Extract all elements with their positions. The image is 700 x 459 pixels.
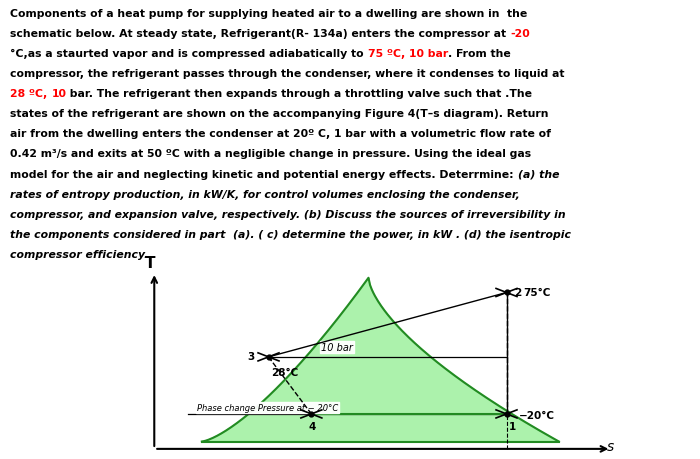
- Text: 75°C: 75°C: [523, 287, 551, 297]
- Text: rates of entropy production, in kW/K, for control volumes enclosing the condense: rates of entropy production, in kW/K, fo…: [10, 189, 520, 199]
- Text: 2: 2: [514, 287, 521, 297]
- Text: Phase change Pressure at − 20°C: Phase change Pressure at − 20°C: [197, 403, 338, 412]
- Text: −20°C: −20°C: [519, 410, 554, 420]
- Text: model for the air and neglecting kinetic and potential energy effects. Deterrmin: model for the air and neglecting kinetic…: [10, 169, 518, 179]
- Text: Components of a heat pump for supplying heated air to a dwelling are shown in  t: Components of a heat pump for supplying …: [10, 9, 528, 19]
- Text: the components considered in part  (a). ( c) determine the power, in kW . (d) th: the components considered in part (a). (…: [10, 230, 571, 239]
- Text: 0.42 m³/s and exits at 50 ºC with a negligible change in pressure. Using the ide: 0.42 m³/s and exits at 50 ºC with a negl…: [10, 149, 531, 159]
- Text: s: s: [606, 439, 614, 453]
- Text: 28 ºC,: 28 ºC,: [10, 89, 52, 99]
- Text: 4: 4: [309, 421, 316, 431]
- Text: 3: 3: [247, 351, 254, 361]
- Text: -20: -20: [510, 29, 530, 39]
- Text: 28°C: 28°C: [271, 367, 298, 377]
- Text: schematic below. At steady state, Refrigerant(R- 134a) enters the compressor at: schematic below. At steady state, Refrig…: [10, 29, 510, 39]
- Text: T: T: [145, 256, 155, 271]
- Text: bar. The refrigerant then expands through a throttling valve such that .The: bar. The refrigerant then expands throug…: [66, 89, 533, 99]
- Text: °C,as a staurted vapor and is compressed adiabatically to: °C,as a staurted vapor and is compressed…: [10, 49, 368, 59]
- Text: states of the refrigerant are shown on the accompanying Figure 4(T–s diagram). R: states of the refrigerant are shown on t…: [10, 109, 549, 119]
- Polygon shape: [202, 278, 559, 442]
- Text: compressor efficiency.: compressor efficiency.: [10, 249, 148, 259]
- Text: compressor, the refrigerant passes through the condenser, where it condenses to : compressor, the refrigerant passes throu…: [10, 69, 565, 79]
- Text: 10 bar: 10 bar: [321, 343, 353, 353]
- Text: air from the dwelling enters the condenser at 20º C, 1 bar with a volumetric flo: air from the dwelling enters the condens…: [10, 129, 552, 139]
- Text: compressor, and expansion valve, respectively. (b) Discuss the sources of irreve: compressor, and expansion valve, respect…: [10, 209, 566, 219]
- Text: 10: 10: [52, 89, 66, 99]
- Text: (a) the: (a) the: [518, 169, 559, 179]
- Text: 75 ºC, 10 bar: 75 ºC, 10 bar: [368, 49, 448, 59]
- Text: 1: 1: [509, 421, 516, 431]
- Text: . From the: . From the: [448, 49, 511, 59]
